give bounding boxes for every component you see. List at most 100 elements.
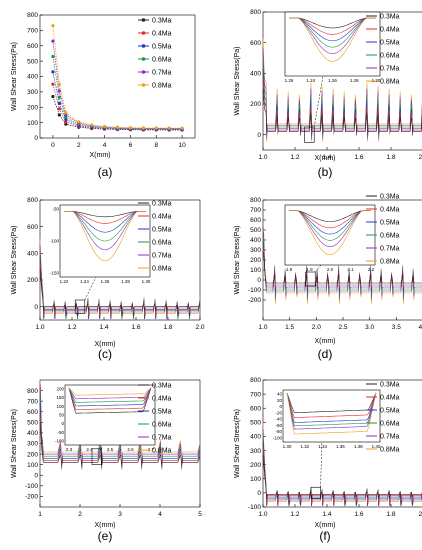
panel-label: (f): [319, 529, 330, 543]
series-line: [39, 394, 201, 468]
inset-x-tick-label: 2.6: [127, 447, 134, 452]
x-tick-label: 1.8: [163, 324, 172, 331]
legend-entry: 0.4Ma: [152, 213, 172, 220]
inset-series-line: [289, 210, 371, 248]
series-line: [262, 251, 422, 285]
legend-entry: 0.4Ma: [380, 26, 400, 33]
y-tick-label: 800: [250, 197, 261, 204]
legend-marker: [141, 31, 146, 35]
inset-y-tick-label: -40: [275, 417, 282, 422]
y-tick-label: 200: [250, 101, 261, 108]
y-tick-label: 400: [27, 430, 38, 437]
x-tick-label: 1.2: [290, 154, 299, 161]
series-line: [262, 246, 422, 288]
series-line: [262, 428, 422, 507]
y-tick-label: 300: [27, 441, 38, 448]
inset-x-tick-label: 2.7: [148, 447, 155, 452]
data-point: [115, 125, 120, 129]
inset-series-line: [68, 387, 152, 414]
x-tick-label: 1.6: [354, 511, 363, 518]
legend-entry: 0.6Ma: [152, 239, 172, 246]
y-tick-label: 600: [27, 409, 38, 416]
inset-x-tick-label: 1.22: [60, 279, 69, 284]
inset-plot: 1.261.241.261.281.30: [284, 11, 381, 83]
data-point: [57, 101, 61, 106]
inset-y-tick-label: -150: [50, 271, 60, 276]
data-point: [90, 123, 94, 127]
inset-series-line: [286, 392, 377, 427]
legend-marker: [141, 83, 146, 87]
legend-marker: [141, 57, 146, 61]
y-tick-label: 600: [250, 40, 261, 47]
zoom-connector: [315, 264, 322, 273]
data-point: [64, 122, 68, 126]
y-tick-label: 200: [250, 257, 261, 264]
inset-series-line: [289, 17, 376, 62]
x-axis-label: X(mm): [315, 338, 336, 345]
x-tick-label: 4: [103, 142, 107, 149]
x-tick-label: 1.4: [322, 511, 331, 518]
inset-plot: 1.22 1.24 1.26 1.28 1.30 -50 -100 -150: [50, 204, 151, 284]
inset-x-tick-label: 1.24: [80, 279, 89, 284]
legend-entry: 0.6Ma: [152, 421, 172, 428]
data-point: [64, 115, 68, 119]
y-tick-label: 100: [250, 267, 261, 274]
y-tick-label: 500: [27, 420, 38, 427]
y-tick-label: 300: [250, 448, 261, 455]
y-tick-label: 700: [250, 207, 261, 214]
panel-label: (a): [98, 165, 113, 179]
inset-y-tick-label: -50: [52, 207, 59, 212]
series-line: [39, 238, 201, 320]
data-point: [64, 111, 68, 115]
inset-x-tick-label: 2.4: [86, 447, 93, 452]
data-point: [102, 124, 107, 129]
series-line: [262, 422, 422, 507]
legend-entry: 0.3Ma: [380, 13, 400, 20]
y-tick-label: 600: [27, 224, 38, 231]
series-line: [263, 232, 422, 300]
legend-entry: 0.3Ma: [152, 382, 172, 389]
inset-series-line: [286, 392, 377, 435]
x-axis-label: X(mm): [315, 522, 336, 529]
x-tick-label: 1.8: [386, 154, 395, 161]
y-tick-label: 500: [250, 420, 261, 427]
x-tick-label: 1.0: [258, 511, 267, 518]
y-tick-label: 600: [27, 43, 38, 50]
y-tick-label: 0: [257, 277, 261, 284]
legend-entry: 0.3Ma: [380, 381, 400, 388]
series-line: [52, 96, 183, 131]
x-tick-label: 3.5: [392, 324, 401, 331]
data-point: [180, 126, 184, 130]
x-axis-label: X(mm): [315, 155, 336, 162]
series-line: [39, 269, 201, 311]
y-tick-label: -100: [248, 504, 261, 511]
data-point: [57, 107, 61, 111]
data-point: [51, 39, 55, 43]
data-point: [57, 82, 61, 86]
series-line: [39, 403, 201, 466]
y-tick-label: 600: [250, 405, 261, 412]
legend-entry: 0.8Ma: [380, 78, 400, 85]
inset-x-tick-label: 2.1: [347, 267, 354, 272]
y-tick-label: 0: [34, 304, 38, 311]
legend-entry: 0.4Ma: [380, 206, 400, 213]
inset-x-tick-label: 1.40: [372, 444, 381, 449]
inset-frame: [284, 11, 381, 77]
y-tick-label: 700: [250, 391, 261, 398]
x-tick-label: 1.2: [290, 511, 299, 518]
data-point: [51, 70, 55, 74]
series-line: [39, 422, 201, 465]
inset-series-line: [286, 392, 377, 418]
x-tick-label: 6: [129, 142, 133, 149]
inset-x-tick-label: 2.3: [66, 447, 73, 452]
y-tick-label: 0: [34, 472, 38, 479]
x-tick-label: 10: [178, 142, 186, 149]
legend-entry: 0.4Ma: [152, 395, 172, 402]
y-axis-label: Wall Shear Stress(Pa): [234, 47, 241, 116]
data-point: [57, 113, 61, 117]
x-tick-label: 8: [154, 142, 158, 149]
zoom-rectangle: [304, 126, 315, 143]
inset-x-tick-label: 1.8: [286, 267, 293, 272]
data-point: [57, 89, 61, 93]
